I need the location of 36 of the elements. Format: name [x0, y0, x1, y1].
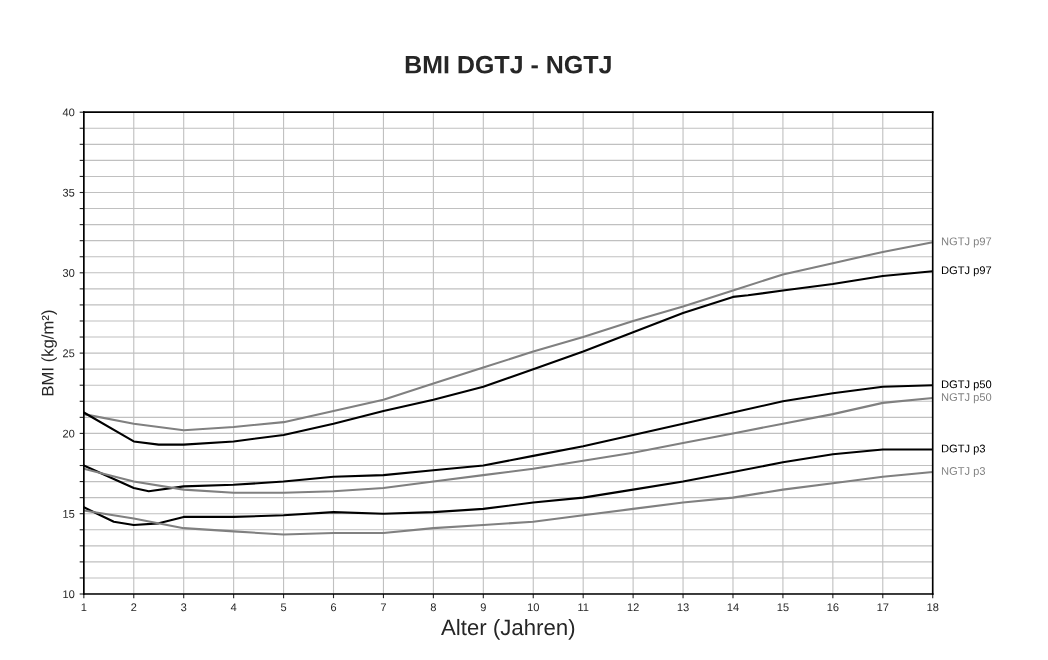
y-tick-label: 15 [63, 510, 75, 518]
y-tick-label: 35 [62, 188, 75, 197]
line-series [83, 470, 933, 536]
x-tick-label: 11 [578, 603, 589, 612]
series-label: NGTJ p50 [941, 393, 992, 404]
y-tick-label: 20 [63, 429, 75, 438]
x-tick-label: 17 [877, 603, 889, 612]
x-tick-label: 8 [430, 603, 436, 612]
series-label: DGTJ p50 [941, 380, 992, 391]
series-label: NGTJ p97 [941, 237, 992, 248]
y-tick-label: 40 [62, 108, 75, 117]
x-tick-label: 3 [181, 603, 187, 612]
x-tick-label: 12 [627, 603, 639, 612]
line-series [83, 241, 933, 432]
x-tick-label: 1 [81, 603, 87, 612]
x-tick-label: 7 [380, 603, 386, 612]
series-label: DGTJ p3 [941, 444, 986, 455]
x-tick-label: 15 [777, 603, 789, 612]
x-tick-label: 9 [480, 603, 486, 612]
x-axis-title: Alter (Jahren) [441, 618, 575, 640]
y-tick-label: 30 [62, 269, 75, 277]
chart-title: BMI DGTJ - NGTJ [405, 55, 611, 74]
x-tick-label: 6 [330, 603, 337, 612]
x-tick-label: 5 [280, 603, 287, 612]
x-tick-label: 2 [131, 603, 137, 612]
x-tick-label: 18 [927, 603, 939, 612]
x-tick-label: 4 [230, 603, 237, 612]
series-label: DGTJ p97 [941, 266, 992, 277]
x-tick-label: 10 [527, 603, 539, 612]
x-tick-label: 13 [677, 603, 689, 612]
x-tick-label: 16 [827, 603, 839, 612]
y-tick-label: 25 [63, 349, 75, 358]
y-axis-title: BMI (kg/m²) [41, 310, 57, 396]
y-tick-label: 10 [63, 590, 75, 599]
x-tick-label: 14 [727, 603, 739, 612]
series-label: NGTJ p3 [941, 467, 986, 478]
